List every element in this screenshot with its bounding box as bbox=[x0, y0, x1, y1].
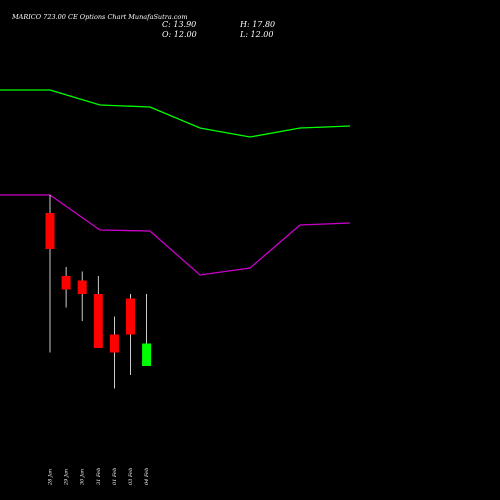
candle-body-up bbox=[142, 343, 152, 366]
x-tick-label: 28 Jan bbox=[48, 469, 54, 486]
close-value: C: 13.90 bbox=[162, 20, 196, 29]
x-tick-label: 03 Feb bbox=[128, 468, 134, 485]
chart-title: MARICO 723.00 CE Options Chart MunafaSut… bbox=[11, 13, 187, 21]
open-value: O: 12.00 bbox=[162, 30, 197, 39]
indicator-line-2 bbox=[0, 194, 351, 276]
indicator-lines bbox=[0, 89, 351, 276]
candle-body-down bbox=[77, 280, 87, 294]
x-tick-label: 01 Feb bbox=[112, 468, 118, 485]
candle-body-down bbox=[109, 334, 119, 353]
high-value: H: 17.80 bbox=[239, 20, 275, 29]
candle-body-down bbox=[93, 294, 103, 348]
x-tick-label: 30 Jan bbox=[80, 469, 86, 485]
x-tick-label: 31 Feb bbox=[96, 468, 102, 485]
low-value: L: 12.00 bbox=[239, 30, 273, 39]
candlesticks bbox=[45, 195, 152, 389]
x-tick-label: 29 Jan bbox=[64, 469, 70, 486]
indicator-line-1 bbox=[0, 89, 351, 138]
x-tick-label: 04 Feb bbox=[144, 468, 150, 485]
candle-body-down bbox=[61, 276, 71, 290]
x-axis-labels: 28 Jan 29 Jan 30 Jan 31 Feb 01 Feb 03 Feb 04 F… bbox=[48, 468, 151, 486]
candle-body-down bbox=[45, 213, 55, 249]
candle-body-down bbox=[126, 298, 135, 335]
